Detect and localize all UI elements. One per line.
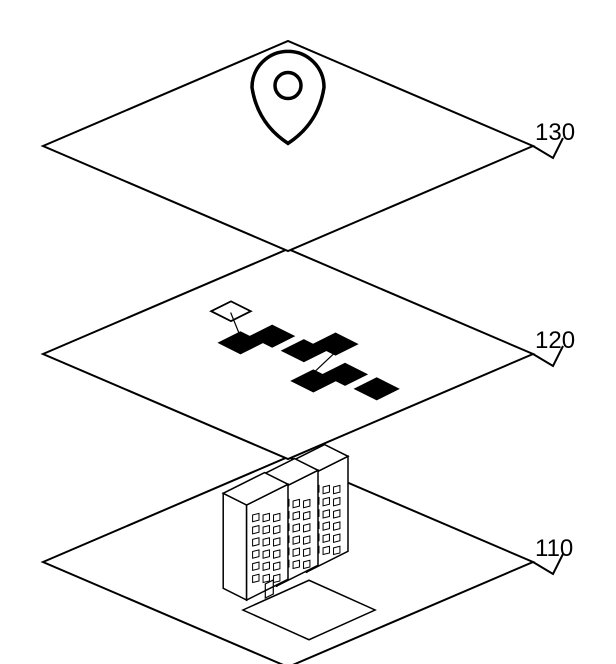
location-pin-inner xyxy=(275,73,301,99)
diagram-canvas: 110 120 130 xyxy=(0,0,616,664)
layer-label-middle: 120 xyxy=(535,327,575,354)
layer-label-top: 130 xyxy=(535,119,575,146)
building-0 xyxy=(223,473,288,600)
layer-label-bottom: 110 xyxy=(535,535,573,562)
